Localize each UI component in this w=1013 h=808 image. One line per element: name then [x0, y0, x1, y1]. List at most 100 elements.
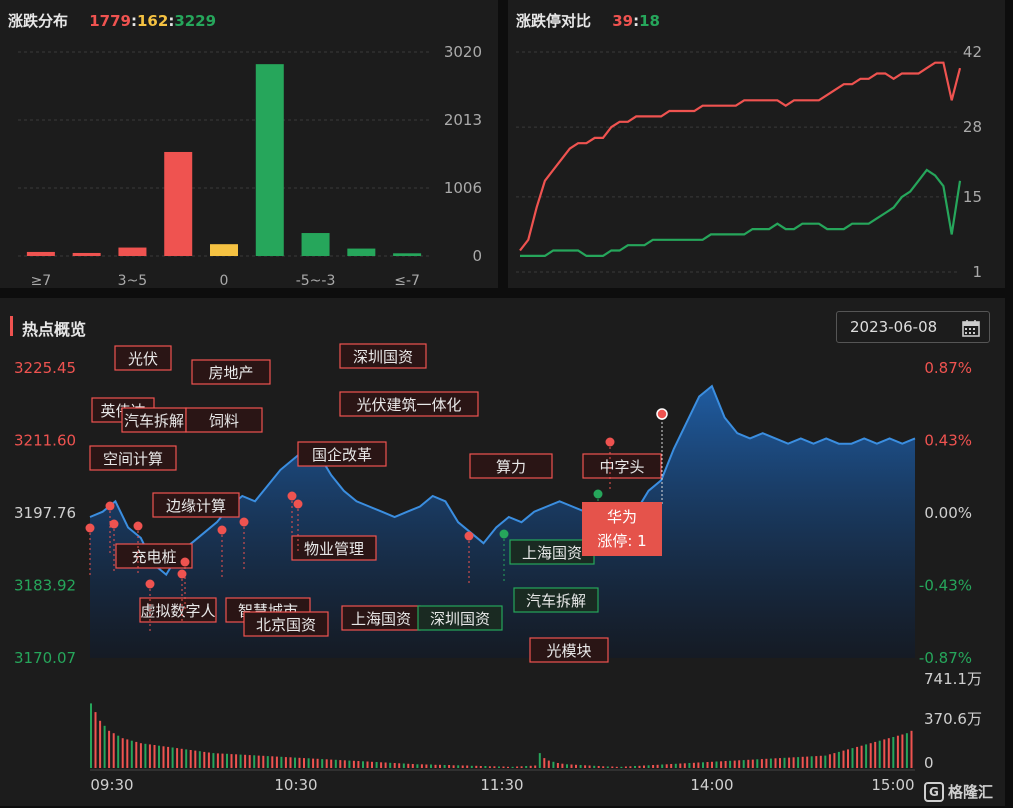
volume-bar	[498, 766, 500, 768]
tag-label: 上海国资	[351, 610, 411, 628]
volume-bar	[411, 764, 414, 768]
limit-title-row: 涨跌停对比 39:18	[516, 10, 660, 31]
volume-bar	[819, 755, 822, 768]
volume-bar	[117, 735, 120, 768]
volume-bar	[570, 764, 573, 768]
volume-bar	[139, 743, 142, 768]
volume-bar	[905, 733, 908, 768]
volume-bar	[475, 765, 478, 768]
tag-box	[114, 345, 172, 371]
volume-bar	[520, 766, 523, 768]
tag-dot	[105, 501, 115, 511]
x-tick-label: 15:00	[871, 776, 914, 794]
bar	[301, 233, 330, 256]
colon-1: :	[131, 12, 137, 30]
up-count: 1779	[89, 12, 131, 30]
volume-bar	[860, 745, 863, 768]
volume-bar	[212, 753, 215, 768]
volume-bar	[810, 756, 813, 768]
volume-bar	[525, 766, 528, 768]
y-right-tick-label: -0.43%	[919, 577, 972, 595]
tag-label: 国企改革	[312, 446, 372, 464]
volume-bar	[280, 756, 283, 768]
x-tick-label: 11:30	[480, 776, 523, 794]
volume-bar	[593, 765, 596, 768]
volume-bar	[575, 764, 577, 768]
volume-bar	[869, 743, 872, 768]
tag-dot	[464, 531, 474, 541]
volume-bar	[185, 749, 188, 768]
volume-bar	[711, 761, 713, 768]
volume-tick-label: 741.1万	[924, 670, 982, 688]
volume-bar	[724, 761, 727, 768]
volume-bar	[683, 763, 686, 768]
volume-bar	[806, 756, 809, 768]
tag-label: 光模块	[546, 642, 591, 660]
volume-bar	[865, 744, 868, 768]
volume-bar	[534, 765, 537, 768]
tag-label: 虚拟数字人	[140, 602, 215, 620]
tag-label: 汽车拆解	[124, 412, 184, 430]
y-right-tick-label: 0.43%	[924, 432, 972, 450]
volume-bar	[529, 765, 532, 768]
volume-bar	[751, 759, 754, 768]
volume-bar	[316, 758, 319, 768]
series-line	[520, 168, 962, 257]
volume-bar	[611, 766, 614, 768]
volume-bar	[153, 745, 156, 768]
y-left-tick-label: 3197.76	[14, 504, 76, 522]
volume-bar	[470, 765, 473, 768]
volume-bar	[121, 738, 124, 768]
bar	[255, 64, 284, 257]
volume-bar	[892, 737, 895, 768]
volume-bar	[874, 741, 877, 768]
volume-bar	[538, 753, 541, 768]
y-tick-label: 0	[472, 247, 482, 265]
tag-label: 北京国资	[256, 616, 316, 634]
volume-bar	[792, 757, 795, 768]
volume-bar	[543, 758, 546, 768]
calendar-icon[interactable]	[961, 318, 981, 338]
volume-bar	[284, 757, 287, 768]
distribution-chart: 0 1006 2013 3020 ≥7 3~5 0 -5~-3 ≤-7	[18, 43, 482, 288]
tooltip-dot	[656, 408, 668, 420]
volume-bar	[561, 763, 564, 768]
volume-bar	[330, 759, 333, 768]
tag-label: 上海国资	[522, 544, 582, 562]
volume-bar	[198, 751, 201, 768]
tag-label: 深圳国资	[430, 610, 490, 628]
volume-bar	[425, 764, 428, 768]
date-picker[interactable]: 2023-06-08	[836, 311, 990, 343]
x-tick-label: -5~-3	[296, 273, 336, 288]
volume-bar	[815, 756, 818, 768]
volume-bar	[493, 766, 496, 768]
volume-bar	[479, 766, 482, 768]
flat-count: 162	[137, 12, 169, 30]
volume-bar	[488, 766, 491, 768]
volume-bar	[339, 760, 342, 768]
tag-box	[582, 453, 662, 479]
tag-label: 深圳国资	[353, 348, 413, 366]
volume-bar	[303, 758, 305, 768]
volume-bar	[597, 766, 600, 768]
volume-bar	[788, 757, 791, 768]
volume-tick-label: 0	[924, 754, 934, 772]
volume-bar	[842, 750, 845, 768]
volume-bar	[702, 762, 704, 768]
x-tick-label: 10:30	[274, 776, 317, 794]
colon-2: :	[168, 12, 175, 30]
volume-bar	[148, 744, 151, 768]
volume-bar	[357, 761, 360, 768]
volume-bar	[461, 765, 464, 768]
volume-bar	[661, 764, 664, 768]
tag-box	[291, 535, 377, 561]
volume-bar	[321, 759, 324, 768]
volume-bar	[420, 764, 423, 768]
volume-bar	[430, 764, 432, 768]
tag-box	[339, 343, 427, 369]
limit-up-count: 39	[612, 12, 634, 30]
tag-box	[89, 445, 177, 471]
limit-down-count: 18	[639, 12, 660, 30]
tag-dot	[605, 437, 615, 447]
volume-bar	[629, 766, 632, 768]
